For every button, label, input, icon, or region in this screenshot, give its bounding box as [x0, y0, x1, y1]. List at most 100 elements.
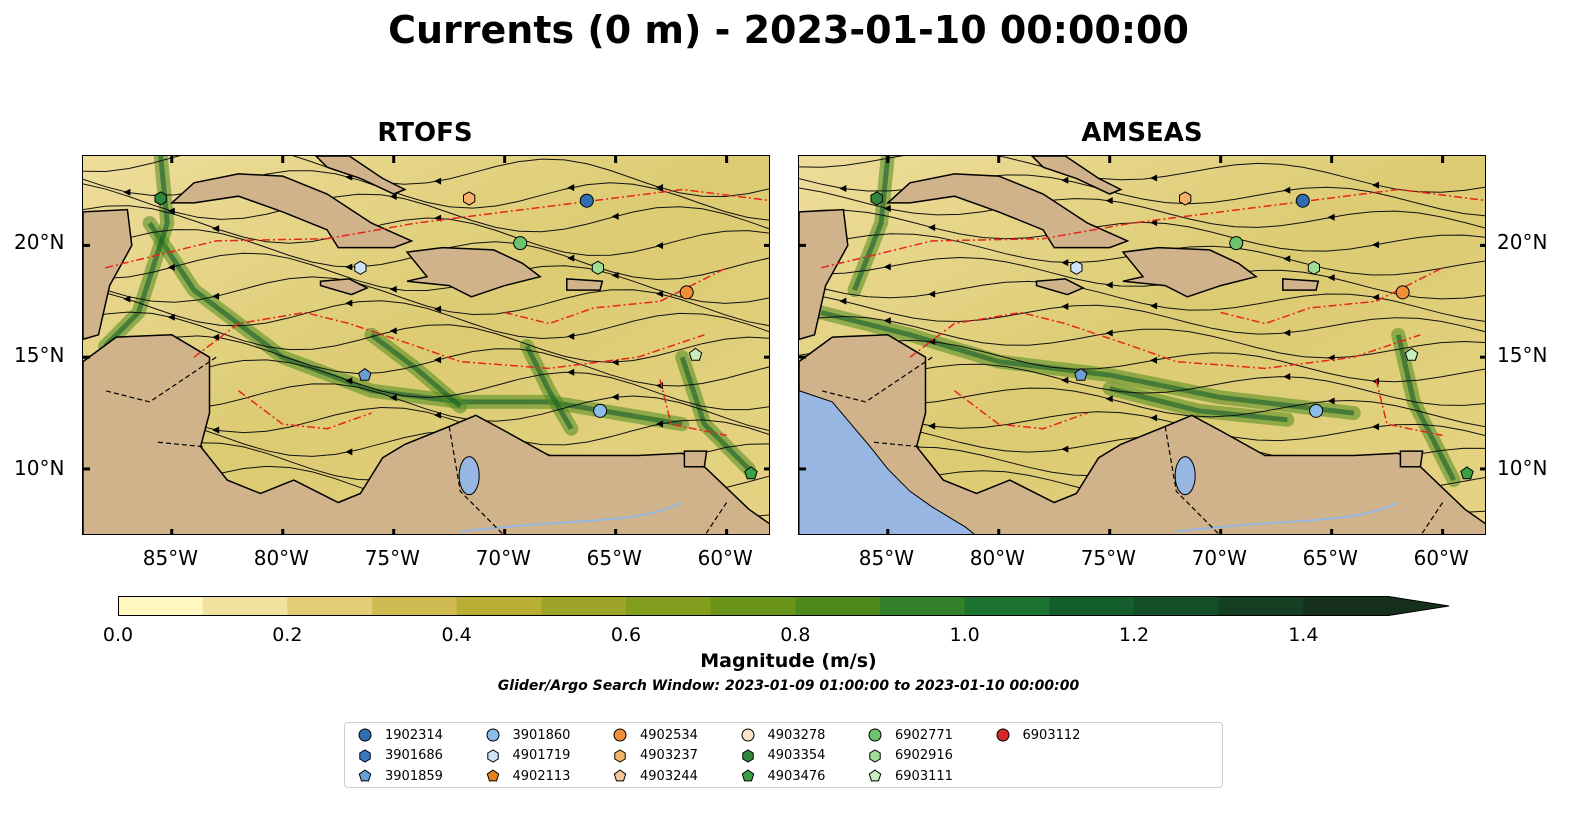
- lon-label: 60°W: [1413, 546, 1469, 570]
- legend-marker[interactable]: [613, 728, 627, 742]
- streamline-arrow: [656, 184, 664, 192]
- float-marker-6903111[interactable]: [1404, 347, 1419, 361]
- float-marker-4903354[interactable]: [870, 191, 883, 206]
- legend-item-4903354: 4903354: [740, 748, 825, 764]
- streamline-arrow: [928, 338, 936, 346]
- streamline-arrow: [167, 207, 175, 215]
- current-jet-core: [1109, 386, 1288, 423]
- lat-label-20n-left: 20°N: [14, 230, 65, 254]
- colorbar-segment: [372, 596, 458, 616]
- colorbar-segment: [964, 596, 1050, 616]
- streamline-arrow: [928, 224, 936, 232]
- streamline-arrow: [839, 184, 847, 192]
- streamline: [799, 339, 1485, 383]
- streamline-arrow: [434, 356, 442, 364]
- float-marker-4901719[interactable]: [354, 260, 367, 275]
- float-marker-4902534[interactable]: [679, 285, 694, 300]
- lon-label: 65°W: [586, 546, 642, 570]
- float-marker-6902771[interactable]: [513, 236, 528, 251]
- streamline-arrow: [1150, 302, 1158, 310]
- float-marker-4903354[interactable]: [154, 191, 167, 206]
- legend-marker[interactable]: [358, 769, 372, 782]
- legend-marker[interactable]: [741, 728, 754, 742]
- legend-marker[interactable]: [869, 748, 881, 763]
- map-panel-rtofs[interactable]: [82, 155, 770, 535]
- float-marker-3901860[interactable]: [1309, 403, 1324, 418]
- map-panel-amseas[interactable]: [798, 155, 1486, 535]
- float-marker-4903476[interactable]: [1460, 466, 1474, 480]
- legend-label: 4903244: [640, 768, 698, 784]
- lake-maracaibo: [1174, 456, 1196, 496]
- float-marker-3901860[interactable]: [593, 403, 608, 418]
- float-marker-4903237[interactable]: [463, 191, 476, 206]
- float-marker-3901859[interactable]: [1074, 367, 1088, 381]
- land-jamaica: [319, 278, 369, 296]
- colorbar-segment: [1303, 596, 1389, 616]
- streamline-arrow: [434, 177, 442, 185]
- streamline-arrow: [928, 290, 936, 298]
- country-border: [105, 356, 217, 403]
- streamline-arrow: [567, 184, 575, 192]
- eez-boundary: [105, 188, 769, 269]
- streamline-arrow: [1327, 397, 1335, 405]
- country-border: [1421, 502, 1444, 534]
- float-marker-4903476[interactable]: [744, 466, 758, 480]
- colorbar-segment: [1049, 596, 1135, 616]
- land-trinidad: [1399, 450, 1424, 468]
- legend-item-4903278: 4903278: [740, 727, 825, 743]
- legend-marker[interactable]: [741, 748, 754, 763]
- lon-label: 85°W: [142, 546, 198, 570]
- streamline-arrow: [1105, 197, 1113, 205]
- colorbar-segment: [1134, 596, 1220, 616]
- streamline-arrow: [1061, 445, 1069, 453]
- float-marker-4903237[interactable]: [1179, 191, 1192, 206]
- streamline-arrow: [611, 393, 619, 401]
- legend-marker[interactable]: [358, 728, 372, 742]
- float-marker-6903111[interactable]: [688, 347, 703, 361]
- streamline-arrow: [611, 271, 619, 279]
- streamline-arrow: [1372, 181, 1380, 189]
- streamline-arrow: [1327, 213, 1335, 221]
- float-legend: 1902314 3901686 3901859 3901860 4901719 49021…: [344, 722, 1223, 788]
- eez-boundary: [1375, 379, 1443, 437]
- streamline-arrow: [1105, 395, 1113, 403]
- legend-label: 4902113: [512, 768, 571, 784]
- legend-item-3901686: 3901686: [357, 748, 443, 764]
- float-marker-6902916[interactable]: [1307, 260, 1320, 275]
- streamline-arrow: [1372, 293, 1380, 301]
- streamline: [83, 183, 769, 233]
- eez-boundary: [504, 267, 727, 325]
- legend-item-1902314: 1902314: [357, 727, 443, 743]
- legend-marker[interactable]: [741, 769, 754, 782]
- land-cuba: [169, 173, 414, 249]
- streamline-arrow: [1372, 423, 1380, 431]
- float-marker-1902314[interactable]: [1295, 193, 1310, 208]
- legend-marker[interactable]: [486, 728, 499, 742]
- legend-marker-icon: [741, 769, 754, 782]
- legend-marker[interactable]: [614, 748, 626, 763]
- streamline: [83, 288, 769, 340]
- country-border: [1164, 426, 1220, 534]
- float-marker-1902314[interactable]: [579, 193, 594, 208]
- float-marker-3901859[interactable]: [358, 367, 372, 381]
- legend-marker[interactable]: [996, 728, 1009, 742]
- legend-marker[interactable]: [868, 769, 882, 782]
- streamline-arrow: [212, 426, 220, 434]
- streamline-arrow: [567, 254, 575, 262]
- streamline-arrow: [389, 394, 397, 402]
- float-marker-6902771[interactable]: [1229, 236, 1244, 251]
- legend-marker[interactable]: [486, 769, 499, 782]
- float-marker-4902534[interactable]: [1395, 285, 1410, 300]
- legend-marker[interactable]: [613, 769, 627, 782]
- legend-marker[interactable]: [359, 748, 371, 763]
- legend-item-4903237: 4903237: [612, 748, 698, 764]
- float-marker-4901719[interactable]: [1070, 260, 1083, 275]
- colorbar-tick-label: 1.4: [1288, 624, 1319, 646]
- colorbar-segment: [795, 596, 881, 616]
- colorbar-segment: [1218, 596, 1304, 616]
- legend-label: 6903112: [1022, 727, 1081, 743]
- float-marker-6902916[interactable]: [591, 260, 604, 275]
- legend-marker[interactable]: [486, 748, 499, 763]
- legend-marker[interactable]: [868, 728, 882, 742]
- country-border: [448, 426, 504, 534]
